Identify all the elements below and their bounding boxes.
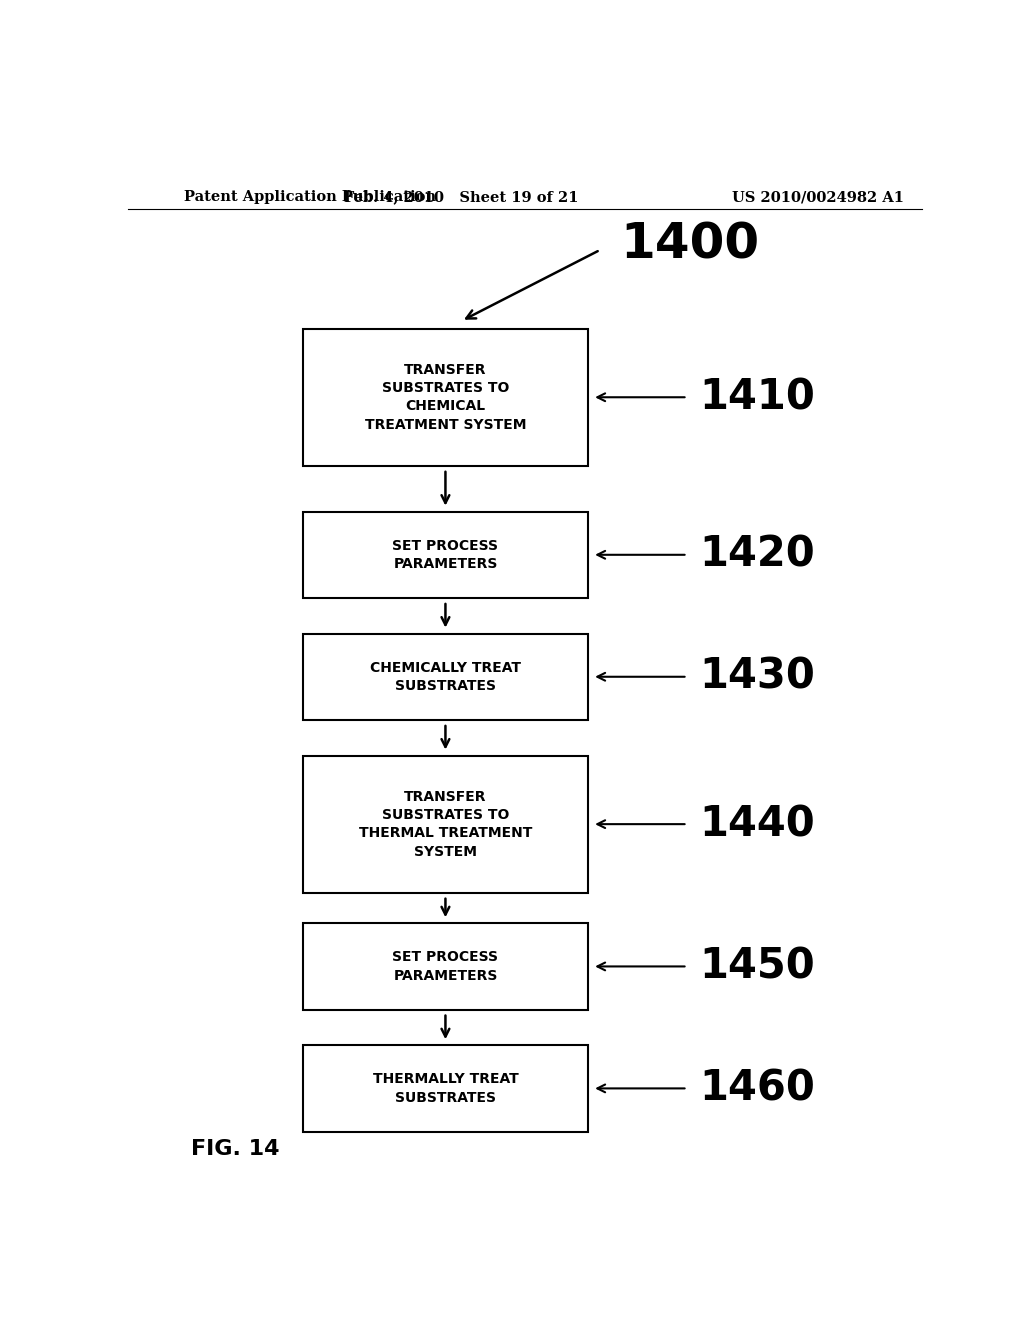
Text: 1420: 1420 (699, 533, 815, 576)
Bar (303, 755, 588, 892)
Text: US 2010/0024982 A1: US 2010/0024982 A1 (732, 190, 904, 205)
Text: FIG. 14: FIG. 14 (191, 1139, 280, 1159)
Bar (303, 1045, 588, 1131)
Bar (303, 329, 588, 466)
Text: 1460: 1460 (699, 1068, 815, 1109)
Text: CHEMICALLY TREAT
SUBSTRATES: CHEMICALLY TREAT SUBSTRATES (370, 660, 521, 693)
Text: 1410: 1410 (699, 376, 815, 418)
Text: Feb. 4, 2010   Sheet 19 of 21: Feb. 4, 2010 Sheet 19 of 21 (344, 190, 579, 205)
Text: 1400: 1400 (620, 220, 759, 269)
Bar (303, 634, 588, 719)
Bar (303, 512, 588, 598)
Text: THERMALLY TREAT
SUBSTRATES: THERMALLY TREAT SUBSTRATES (373, 1072, 518, 1105)
Text: TRANSFER
SUBSTRATES TO
THERMAL TREATMENT
SYSTEM: TRANSFER SUBSTRATES TO THERMAL TREATMENT… (358, 789, 532, 859)
Text: 1450: 1450 (699, 945, 815, 987)
Bar (303, 923, 588, 1010)
Text: 1440: 1440 (699, 803, 815, 845)
Text: SET PROCESS
PARAMETERS: SET PROCESS PARAMETERS (392, 950, 499, 982)
Text: TRANSFER
SUBSTRATES TO
CHEMICAL
TREATMENT SYSTEM: TRANSFER SUBSTRATES TO CHEMICAL TREATMEN… (365, 363, 526, 432)
Text: SET PROCESS
PARAMETERS: SET PROCESS PARAMETERS (392, 539, 499, 572)
Text: Patent Application Publication: Patent Application Publication (183, 190, 435, 205)
Text: 1430: 1430 (699, 656, 815, 698)
